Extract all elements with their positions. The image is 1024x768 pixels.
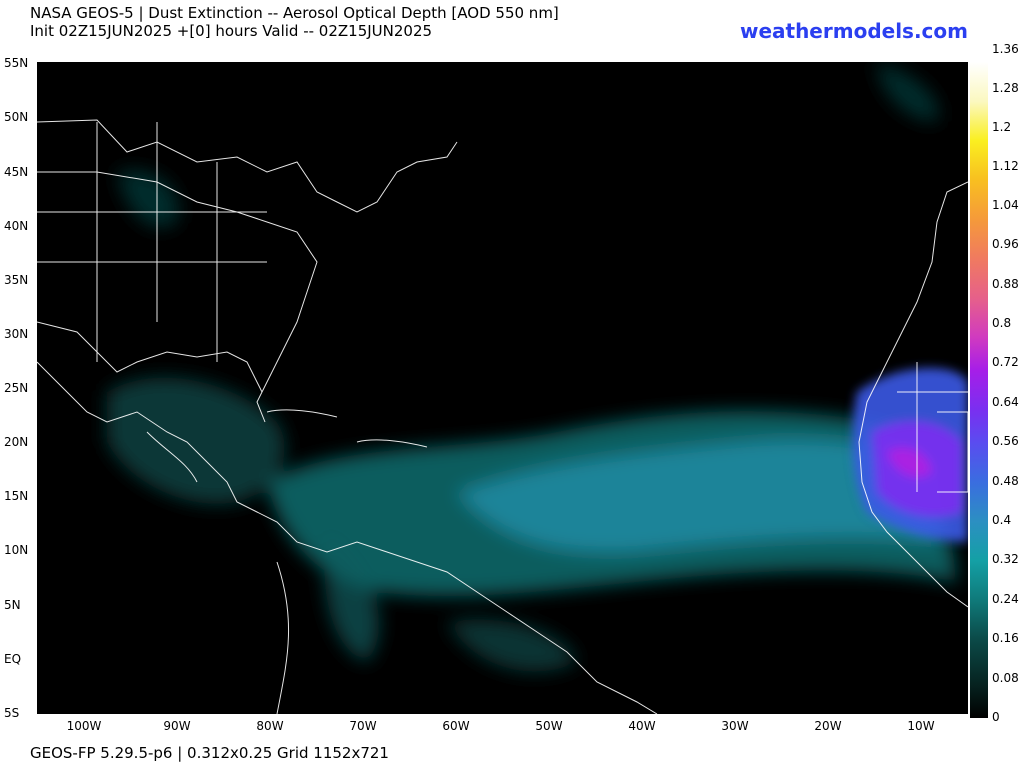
colorbar-tick: 0.24 bbox=[992, 592, 1019, 606]
lon-label: 50W bbox=[535, 719, 563, 733]
colorbar-tick: 1.12 bbox=[992, 159, 1019, 173]
aod-map bbox=[37, 62, 968, 714]
colorbar-tick: 1.04 bbox=[992, 198, 1019, 212]
colorbar-tick: 0.08 bbox=[992, 671, 1019, 685]
colorbar-tick: 0.16 bbox=[992, 631, 1019, 645]
colorbar-tick: 0.48 bbox=[992, 474, 1019, 488]
colorbar-tick: 0.88 bbox=[992, 277, 1019, 291]
lon-label: 90W bbox=[163, 719, 191, 733]
colorbar-tick: 0.72 bbox=[992, 355, 1019, 369]
lon-label: 40W bbox=[628, 719, 656, 733]
lat-label: 40N bbox=[4, 219, 29, 233]
lon-label: 20W bbox=[814, 719, 842, 733]
lon-label: 30W bbox=[721, 719, 749, 733]
lon-label: 80W bbox=[256, 719, 284, 733]
lat-label: 55N bbox=[4, 56, 29, 70]
lat-label: 30N bbox=[4, 327, 29, 341]
map-title: NASA GEOS-5 | Dust Extinction -- Aerosol… bbox=[30, 4, 559, 22]
colorbar-tick: 1.28 bbox=[992, 81, 1019, 95]
lat-label: 25N bbox=[4, 381, 29, 395]
lat-label: 50N bbox=[4, 110, 29, 124]
map-canvas bbox=[37, 62, 968, 714]
lon-label: 100W bbox=[66, 719, 102, 733]
colorbar-tick: 0.96 bbox=[992, 237, 1019, 251]
colorbar-tick: 0.8 bbox=[992, 316, 1012, 330]
lat-label: 10N bbox=[4, 543, 29, 557]
colorbar-tick: 1.36 bbox=[992, 42, 1019, 56]
colorbar bbox=[970, 62, 988, 718]
colorbar-tick: 0.56 bbox=[992, 434, 1019, 448]
lat-label: 20N bbox=[4, 435, 29, 449]
lat-label: 45N bbox=[4, 165, 29, 179]
dust-plume bbox=[107, 62, 957, 672]
colorbar-tick: 0.64 bbox=[992, 395, 1019, 409]
colorbar-tick: 0.4 bbox=[992, 513, 1012, 527]
lat-label: 5N bbox=[4, 598, 21, 612]
brand-link[interactable]: weathermodels.com bbox=[739, 19, 968, 43]
lon-label: 10W bbox=[907, 719, 935, 733]
lon-label: 60W bbox=[442, 719, 470, 733]
lon-label: 70W bbox=[349, 719, 377, 733]
lat-label: EQ bbox=[4, 652, 22, 666]
lat-label: 5S bbox=[4, 706, 20, 720]
lat-label: 15N bbox=[4, 489, 29, 503]
colorbar-tick: 1.2 bbox=[992, 120, 1012, 134]
colorbar-tick: 0.32 bbox=[992, 552, 1019, 566]
coastlines bbox=[37, 119, 968, 714]
footer-text: GEOS-FP 5.29.5-p6 | 0.312x0.25 Grid 1152… bbox=[30, 744, 389, 762]
map-subtitle: Init 02Z15JUN2025 +[0] hours Valid -- 02… bbox=[30, 22, 433, 40]
lat-label: 35N bbox=[4, 273, 29, 287]
colorbar-tick: 0 bbox=[992, 710, 1000, 724]
